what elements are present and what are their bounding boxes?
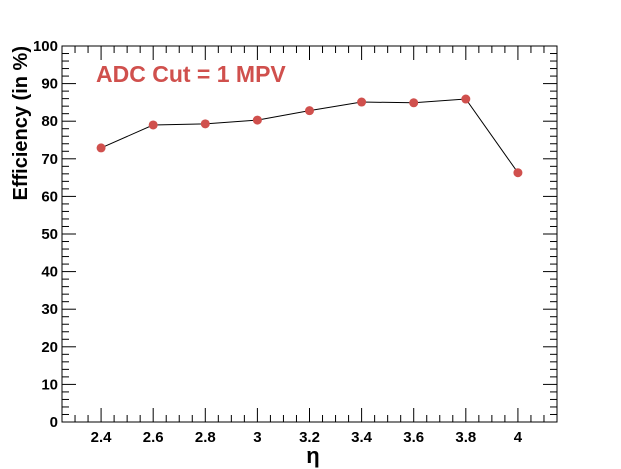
x-tick-label: 4 [514, 429, 523, 446]
data-point [148, 120, 158, 130]
x-axis-label: η [306, 443, 319, 468]
y-tick-label: 30 [41, 301, 58, 318]
y-tick-label: 100 [33, 38, 58, 55]
data-point [357, 97, 367, 107]
x-tick-label: 3 [253, 429, 261, 446]
x-tick-label: 3.8 [455, 429, 476, 446]
x-tick-label: 2.8 [195, 429, 216, 446]
y-tick-label: 60 [41, 188, 58, 205]
data-point [200, 119, 210, 129]
data-point [305, 106, 314, 116]
axis-ticks [61, 45, 558, 423]
y-tick-label: 90 [41, 76, 58, 93]
y-tick-label: 10 [41, 376, 58, 393]
data-point [513, 168, 523, 178]
y-tick-label: 50 [41, 226, 58, 243]
x-tick-label: 2.6 [143, 429, 164, 446]
data-point [409, 98, 419, 108]
data-point [461, 94, 471, 104]
x-tick-label: 3.6 [403, 429, 424, 446]
y-tick-label: 80 [41, 113, 58, 130]
plot-frame [61, 45, 558, 423]
y-tick-label: 70 [41, 151, 58, 168]
x-tick-label: 2.4 [91, 429, 113, 446]
x-tick-label: 3.2 [299, 429, 320, 446]
y-axis-label: Efficiency (in %) [10, 46, 32, 200]
x-tick-labels: 2.4 2.6 2.8 3 3.2 3.4 3.6 3.8 4 [91, 429, 523, 446]
series-layer [96, 94, 523, 178]
x-tick-label: 3.4 [351, 429, 373, 446]
data-point [252, 115, 262, 125]
y-tick-label: 40 [41, 264, 58, 281]
data-point [96, 143, 106, 153]
y-tick-label: 20 [41, 339, 58, 356]
chart-annotation: ADC Cut = 1 MPV [96, 61, 286, 87]
y-tick-label: 0 [50, 414, 58, 431]
y-tick-labels: 0 10 20 30 40 50 60 70 80 90 100 [33, 38, 58, 431]
